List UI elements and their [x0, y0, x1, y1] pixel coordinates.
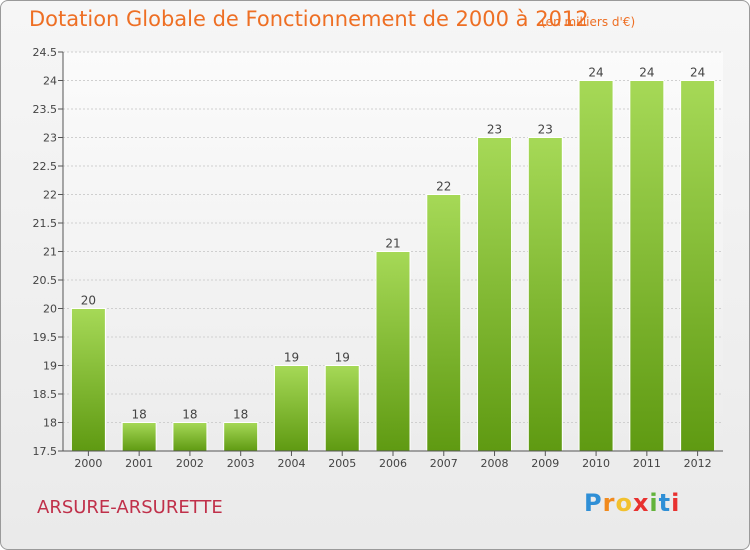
- x-tick-label: 2007: [430, 457, 458, 470]
- y-tick-label: 23: [43, 132, 57, 145]
- commune-name: ARSURE-ARSURETTE: [37, 497, 223, 518]
- bar-value-label: 22: [436, 180, 451, 194]
- bar: [324, 365, 360, 452]
- bar-value-label: 18: [182, 408, 197, 422]
- bar: [273, 365, 309, 452]
- y-tick-label: 21.5: [33, 217, 58, 230]
- x-tick-label: 2001: [125, 457, 153, 470]
- bar: [477, 137, 513, 452]
- bar-value-label: 19: [284, 351, 299, 365]
- x-tick-label: 2011: [633, 457, 661, 470]
- x-tick-label: 2000: [74, 457, 102, 470]
- bar-value-label: 18: [233, 408, 248, 422]
- y-tick-label: 21: [43, 246, 57, 259]
- bar: [426, 194, 462, 452]
- bar: [121, 422, 157, 452]
- y-tick-label: 18.5: [33, 388, 58, 401]
- y-tick-label: 19.5: [33, 331, 58, 344]
- bar-value-label: 20: [81, 294, 96, 308]
- x-tick-label: 2006: [379, 457, 407, 470]
- bar: [578, 80, 614, 452]
- bar-value-label: 24: [690, 66, 705, 80]
- bar: [375, 251, 411, 452]
- bar: [172, 422, 208, 452]
- y-tick-label: 20: [43, 303, 57, 316]
- y-tick-label: 24.5: [33, 46, 58, 59]
- x-tick-label: 2009: [531, 457, 559, 470]
- chart-unit: (en milliers d'€): [541, 15, 636, 29]
- logo-letter: o: [615, 489, 633, 517]
- logo-letter: i: [649, 489, 659, 517]
- logo-letter: t: [658, 489, 672, 517]
- y-tick-label: 22: [43, 189, 57, 202]
- bar-value-label: 24: [639, 66, 654, 80]
- bar: [527, 137, 563, 452]
- logo-letter: x: [632, 489, 650, 517]
- x-tick-label: 2002: [176, 457, 204, 470]
- bar-value-label: 23: [538, 123, 553, 137]
- y-tick-label: 24: [43, 75, 57, 88]
- bar: [223, 422, 259, 452]
- y-tick-label: 17.5: [33, 445, 58, 458]
- logo-letter: i: [671, 489, 681, 517]
- chart-title: Dotation Globale de Fonctionnement de 20…: [29, 7, 589, 31]
- x-tick-label: 2003: [227, 457, 255, 470]
- bar-value-label: 24: [588, 66, 603, 80]
- y-tick-label: 22.5: [33, 160, 58, 173]
- bar: [70, 308, 106, 452]
- x-tick-label: 2012: [684, 457, 712, 470]
- proxiti-logo: Proxiti: [584, 489, 680, 517]
- bar-value-label: 23: [487, 123, 502, 137]
- logo-letter: r: [602, 489, 616, 517]
- y-tick-label: 18: [43, 417, 57, 430]
- x-tick-label: 2004: [277, 457, 305, 470]
- x-tick-label: 2008: [481, 457, 509, 470]
- x-tick-label: 2005: [328, 457, 356, 470]
- y-tick-label: 20.5: [33, 274, 58, 287]
- bar: [680, 80, 716, 452]
- bar-value-label: 19: [335, 351, 350, 365]
- y-tick-label: 19: [43, 360, 57, 373]
- x-tick-label: 2010: [582, 457, 610, 470]
- bar-value-label: 18: [132, 408, 147, 422]
- bar-value-label: 21: [385, 237, 400, 251]
- logo-letter: P: [584, 489, 603, 517]
- bar: [629, 80, 665, 452]
- y-tick-label: 23.5: [33, 103, 58, 116]
